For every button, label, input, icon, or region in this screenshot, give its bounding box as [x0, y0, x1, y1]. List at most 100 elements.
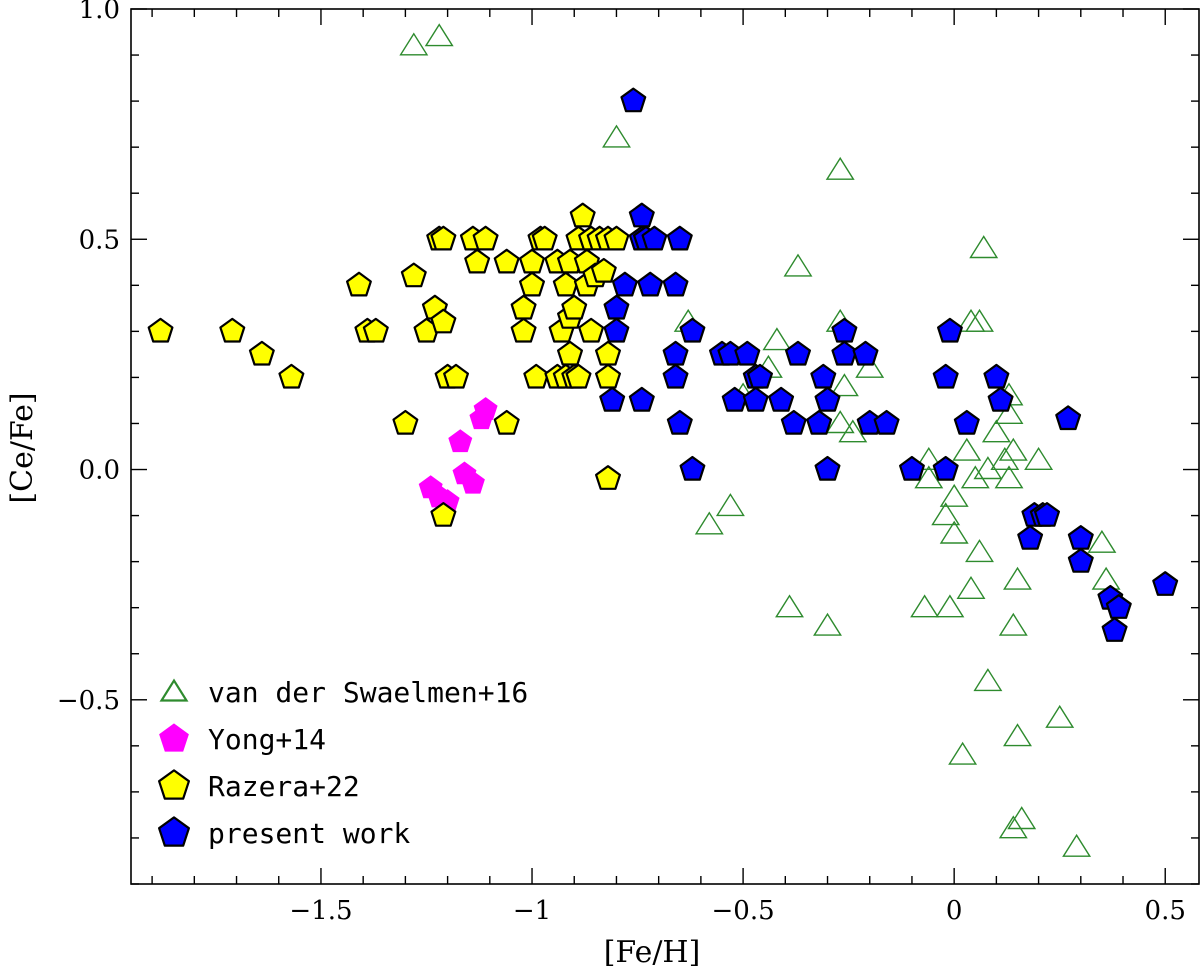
- x-tick-label: 0: [946, 896, 963, 926]
- data-point: [855, 354, 885, 378]
- data-point: [994, 465, 1024, 489]
- data-point: [1087, 529, 1117, 553]
- data-point: [590, 257, 617, 283]
- data-point: [472, 225, 499, 251]
- data-point: [603, 225, 630, 251]
- data-point: [932, 455, 959, 481]
- legend-item: Yong+14: [159, 723, 326, 756]
- data-point: [662, 271, 689, 297]
- data-point: [806, 409, 833, 435]
- legend-marker: [159, 678, 189, 702]
- legend: van der Swaelmen+16 Yong+14 Razera+22 prese…: [158, 676, 528, 850]
- legend-marker: [158, 769, 190, 800]
- legend-item: Razera+22: [158, 769, 360, 803]
- data-point: [679, 317, 706, 343]
- data-point: [1045, 704, 1075, 728]
- data-point: [147, 317, 174, 343]
- y-tick-label: −0.5: [57, 686, 120, 716]
- data-point: [1062, 833, 1092, 857]
- data-point: [565, 363, 592, 389]
- data-point: [662, 363, 689, 389]
- data-point: [493, 248, 520, 274]
- data-point: [948, 741, 978, 765]
- data-point: [746, 363, 774, 389]
- data-point: [987, 386, 1014, 412]
- data-point: [362, 317, 389, 343]
- y-axis-title: [Ce/Fe]: [5, 392, 40, 503]
- data-point: [531, 225, 558, 251]
- data-point: [510, 317, 537, 343]
- data-point: [873, 409, 900, 435]
- data-point: [443, 363, 469, 389]
- data-point: [780, 409, 807, 435]
- x-tick-label: 0.5: [1145, 896, 1186, 926]
- data-point: [602, 124, 631, 148]
- data-point: [953, 409, 980, 435]
- data-point: [715, 493, 745, 517]
- data-point: [430, 502, 457, 527]
- data-point: [960, 465, 990, 489]
- data-point: [829, 373, 859, 397]
- data-point: [219, 317, 246, 343]
- data-point: [762, 327, 792, 351]
- data-point: [620, 87, 647, 113]
- data-point: [1055, 405, 1082, 431]
- data-point: [775, 594, 804, 618]
- data-point: [346, 271, 372, 297]
- data-point: [998, 815, 1028, 839]
- data-point: [430, 308, 457, 334]
- data-point: [981, 419, 1011, 443]
- data-point: [1017, 524, 1044, 550]
- legend-label: present work: [208, 817, 410, 850]
- data-point: [392, 409, 419, 435]
- data-point: [931, 502, 961, 526]
- data-point: [965, 308, 994, 332]
- data-point: [914, 446, 944, 470]
- data-point: [666, 225, 693, 251]
- data-point: [1067, 547, 1094, 573]
- data-point: [783, 253, 813, 277]
- data-point: [641, 225, 668, 251]
- data-point: [936, 317, 963, 343]
- data-point: [594, 465, 622, 490]
- data-point: [813, 612, 842, 636]
- legend-marker: [158, 816, 190, 847]
- data-point: [973, 668, 1003, 692]
- data-point: [825, 410, 855, 434]
- data-point: [1152, 571, 1179, 596]
- data-point: [973, 456, 1003, 480]
- data-point: [611, 271, 638, 297]
- data-point: [518, 271, 546, 297]
- data-point: [518, 248, 546, 274]
- data-point: [994, 400, 1024, 424]
- data-points: [147, 23, 1179, 857]
- x-axis-title: [Fe/H]: [604, 935, 701, 970]
- data-point: [742, 386, 769, 412]
- data-point: [1033, 502, 1061, 527]
- x-tick-label: −0.5: [712, 896, 775, 926]
- data-point: [637, 271, 664, 297]
- data-point: [460, 470, 485, 494]
- y-tick-label: 0.5: [79, 225, 120, 255]
- data-point: [556, 340, 584, 366]
- y-tick-label: 1.0: [79, 0, 120, 25]
- data-point: [628, 386, 655, 412]
- axis-tick-labels: −1.5 −1 −0.5 0 0.5 −0.5 0.0 0.5 1.0: [57, 0, 1186, 926]
- data-point: [956, 575, 986, 599]
- data-point: [969, 235, 999, 259]
- data-point: [952, 437, 982, 461]
- data-point: [1003, 566, 1032, 590]
- data-point: [594, 363, 622, 389]
- data-point: [990, 446, 1020, 470]
- data-point: [1024, 446, 1054, 470]
- data-point: [814, 386, 841, 412]
- data-point: [1007, 806, 1037, 830]
- legend-label: Yong+14: [208, 723, 326, 756]
- data-point: [838, 419, 868, 443]
- data-point: [278, 363, 305, 389]
- data-point: [914, 465, 944, 489]
- data-point: [493, 409, 520, 435]
- data-point: [768, 386, 795, 412]
- data-point: [983, 363, 1010, 389]
